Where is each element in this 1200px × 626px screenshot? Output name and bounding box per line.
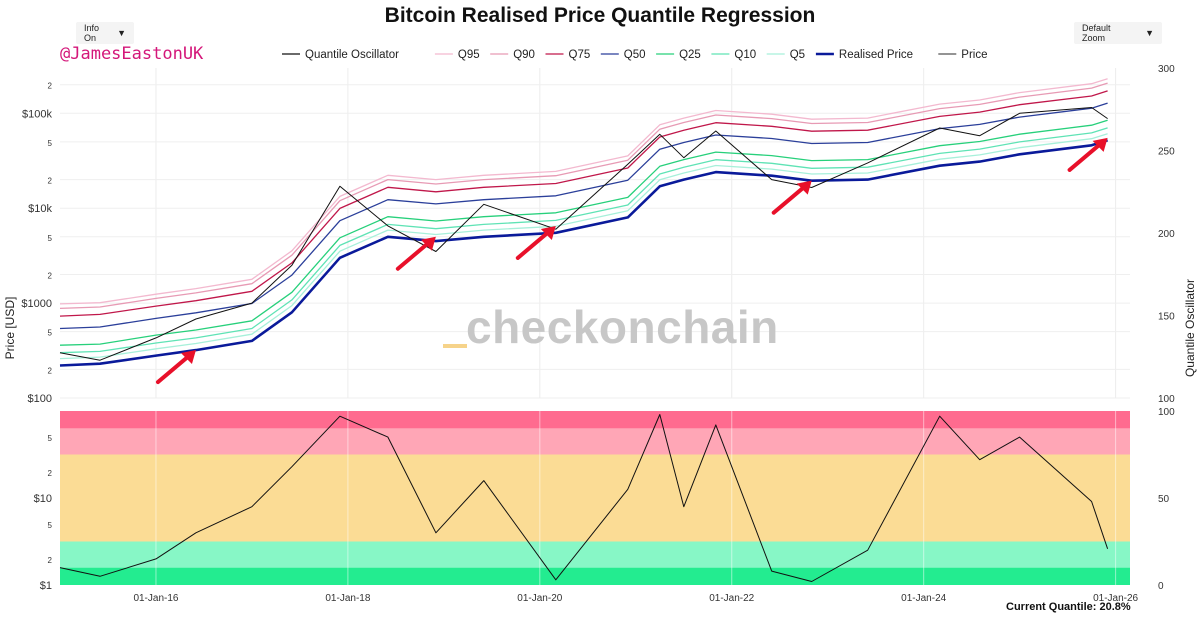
y-tick-label: 5 [48, 434, 53, 443]
legend-label: Q10 [734, 49, 756, 61]
legend-item: Q90 [490, 49, 535, 61]
legend-label: Q50 [624, 49, 646, 61]
y-tick-label: 2 [48, 272, 53, 281]
y-right-tick-label: 150 [1158, 312, 1175, 323]
arrow-shaft [155, 353, 192, 385]
legend-label: Q75 [569, 49, 591, 61]
legend-label: Quantile Oscillator [305, 49, 399, 61]
arrow-shaft [771, 183, 808, 215]
x-tick-label: 01-Jan-20 [517, 593, 562, 604]
y-right-tick-label: 50 [1158, 494, 1170, 505]
legend-item: Q5 [766, 49, 805, 61]
x-tick-label: 01-Jan-18 [325, 593, 370, 604]
y-axis-title: Price [USD] [3, 297, 17, 360]
info-toggle-button[interactable]: Info On ▼ [76, 22, 134, 44]
y-right-tick-label: 100 [1158, 394, 1175, 405]
x-tick-label: 01-Jan-26 [1093, 593, 1138, 604]
legend-label: Q90 [513, 49, 535, 61]
watermark-logo-bar [443, 344, 467, 348]
y-tick-label: 5 [48, 329, 53, 338]
legend-item: Quantile Oscillator [282, 49, 399, 61]
y-right-tick-label: 200 [1158, 229, 1175, 240]
oscillator-zone-band [60, 454, 1130, 542]
y-tick-label: 2 [48, 556, 53, 565]
y-tick-label: 2 [48, 469, 53, 478]
arrow-head [1092, 137, 1108, 152]
oscillator-zone-band [60, 428, 1130, 455]
arrow-icon [771, 180, 812, 215]
legend: Quantile Oscillator Q95 Q90 Q75 Q50 Q25 Q10 Q5 R… [282, 49, 988, 61]
legend-item: Price [938, 49, 988, 61]
oscillator-zone-band [60, 541, 1130, 568]
oscillator-zone-band [60, 567, 1130, 585]
arrow-head [540, 225, 556, 240]
y-right-tick-label: 0 [1158, 581, 1164, 592]
y-tick-label: $100 [28, 393, 52, 405]
y-right-axis-title: Quantile Oscillator [1183, 279, 1197, 377]
legend-item: Q50 [600, 49, 646, 61]
legend-item: Realised Price [815, 49, 913, 61]
arrow-shaft [395, 239, 432, 271]
arrow-icon [395, 236, 436, 271]
series-q50 [59, 102, 1108, 330]
author-handle: @JamesEastonUK [60, 44, 204, 64]
series-realised-price [59, 138, 1108, 367]
arrow-head [796, 180, 812, 195]
series-q5 [59, 133, 1108, 360]
info-toggle-label: Info On [84, 23, 100, 43]
legend-label: Q5 [790, 49, 805, 61]
y-tick-label: 2 [48, 366, 53, 375]
y-tick-label: 5 [48, 234, 53, 243]
current-quantile-label: Current Quantile: 20.8% [1006, 601, 1131, 613]
oscillator-zone-band [60, 411, 1130, 429]
legend-item: Q75 [545, 49, 591, 61]
y-right-tick-label: 250 [1158, 147, 1175, 158]
series-q10 [59, 127, 1108, 354]
arrow-shaft [1067, 140, 1104, 172]
zoom-select-button[interactable]: Default Zoom ▼ [1074, 22, 1162, 44]
arrow-head [180, 350, 196, 365]
arrow-icon [155, 350, 196, 385]
arrow-head [420, 236, 436, 251]
y-tick-label: $1000 [21, 298, 52, 310]
y-tick-label: $10k [28, 203, 52, 215]
legend-label: Price [961, 49, 987, 61]
chevron-down-icon: ▼ [1145, 28, 1154, 38]
series-quantile-oscillator [59, 414, 1109, 582]
zoom-select-label: Default Zoom [1082, 23, 1111, 43]
series-q90 [59, 82, 1108, 310]
series-q75 [59, 90, 1108, 317]
series-q25 [59, 119, 1108, 346]
legend-label: Realised Price [839, 49, 913, 61]
series-price [59, 107, 1108, 361]
x-tick-label: 01-Jan-22 [709, 593, 754, 604]
legend-label: Q95 [458, 49, 480, 61]
y-tick-label: 5 [48, 521, 53, 530]
y-right-tick-label: 300 [1158, 64, 1175, 75]
arrow-icon [515, 225, 556, 260]
legend-item: Q25 [656, 49, 701, 61]
arrow-icon [1067, 137, 1108, 172]
y-right-tick-label: 100 [1158, 407, 1175, 418]
legend-item: Q95 [434, 49, 480, 61]
y-tick-label: $1 [40, 580, 52, 592]
x-tick-label: 01-Jan-16 [133, 593, 178, 604]
y-tick-label: 2 [48, 82, 53, 91]
legend-label: Q25 [679, 49, 701, 61]
y-tick-label: 2 [48, 177, 53, 186]
watermark-text: checkonchain [466, 301, 779, 353]
y-tick-label: $100k [22, 108, 52, 120]
arrow-shaft [515, 228, 552, 260]
chevron-down-icon: ▼ [117, 28, 126, 38]
legend-item: Q10 [711, 49, 756, 61]
y-tick-label: 5 [48, 139, 53, 148]
y-tick-label: $10 [34, 493, 52, 505]
chart-title: Bitcoin Realised Price Quantile Regressi… [384, 4, 816, 27]
x-tick-label: 01-Jan-24 [901, 593, 946, 604]
series-q95 [59, 78, 1108, 305]
